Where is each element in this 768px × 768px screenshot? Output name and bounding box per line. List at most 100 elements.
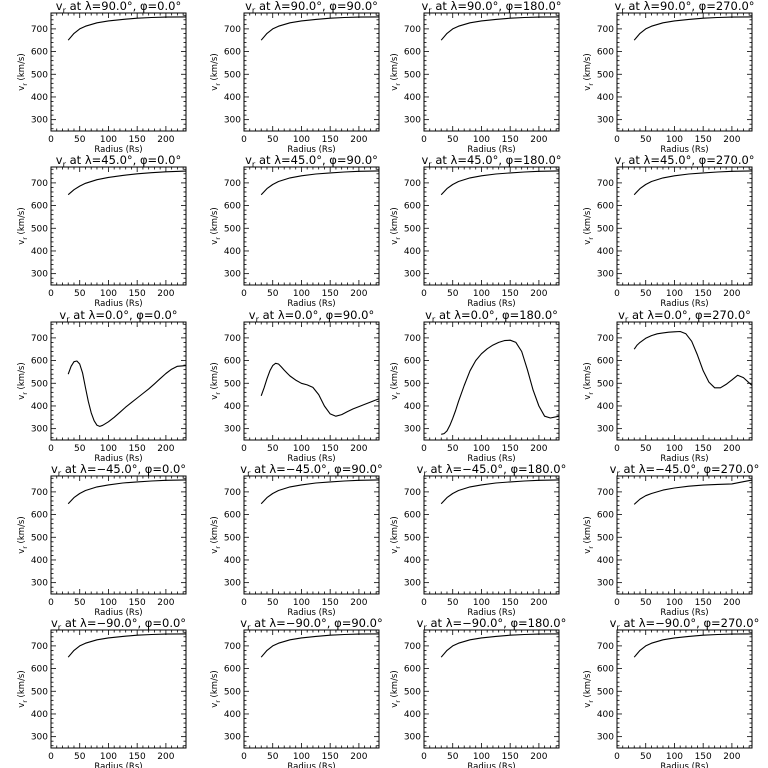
chart-panel: vr at λ=−45.0°, φ=90.0° 0 50 100 150 200 300 40… [210, 462, 383, 618]
y-tick-label: 500 [597, 533, 614, 543]
x-tick-label: 0 [241, 444, 247, 454]
y-tick-label: 500 [224, 687, 241, 697]
x-tick-label: 50 [74, 444, 86, 454]
y-tick-label: 700 [224, 25, 241, 35]
plot-frame [423, 12, 560, 132]
x-tick-label: 100 [293, 135, 310, 145]
y-tick-label: 500 [31, 70, 48, 80]
y-tick-label: 400 [31, 247, 48, 257]
y-tick-label: 600 [31, 511, 48, 521]
x-tick-label: 50 [267, 135, 279, 145]
x-tick-label: 50 [640, 598, 652, 608]
y-tick-label: 500 [404, 224, 421, 234]
x-tick-label: 100 [666, 289, 683, 299]
chart-panel: vr at λ=−90.0°, φ=0.0° 0 50 100 150 200 300 400… [17, 616, 187, 768]
y-tick-label: 600 [404, 357, 421, 367]
series-line [633, 170, 753, 196]
series-line [633, 330, 753, 389]
y-tick-label: 700 [404, 488, 421, 498]
y-tick-label: 600 [404, 665, 421, 675]
x-tick-label: 200 [350, 752, 367, 762]
y-tick-label: 700 [404, 179, 421, 189]
x-axis-label: Radius (Rs) [287, 454, 335, 464]
x-axis-label: Radius (Rs) [287, 145, 335, 155]
x-tick-label: 0 [241, 752, 247, 762]
y-tick-label: 600 [224, 511, 241, 521]
x-tick-label: 200 [157, 289, 174, 299]
plot-frame [243, 321, 380, 441]
x-tick-label: 100 [100, 598, 117, 608]
y-tick-label: 500 [224, 70, 241, 80]
y-tick-label: 700 [404, 642, 421, 652]
x-tick-label: 150 [695, 752, 712, 762]
y-axis-label: vr (km/s) [210, 362, 222, 399]
y-axis-label: vr (km/s) [17, 53, 29, 90]
x-axis-label: Radius (Rs) [94, 608, 142, 618]
y-tick-label: 400 [404, 247, 421, 257]
y-tick-label: 700 [597, 488, 614, 498]
y-tick-label: 500 [31, 533, 48, 543]
x-tick-label: 0 [421, 135, 427, 145]
series-line [67, 633, 187, 658]
x-tick-label: 50 [640, 752, 652, 762]
x-tick-label: 50 [640, 135, 652, 145]
x-tick-label: 0 [48, 752, 54, 762]
y-tick-label: 700 [224, 179, 241, 189]
x-tick-label: 100 [473, 444, 490, 454]
series-line [260, 633, 380, 658]
x-tick-label: 100 [100, 289, 117, 299]
plot-frame [243, 475, 380, 595]
x-tick-label: 100 [666, 135, 683, 145]
y-tick-label: 700 [224, 642, 241, 652]
x-tick-label: 0 [614, 444, 620, 454]
x-axis-label: Radius (Rs) [287, 299, 335, 309]
chart-panel: vr at λ=90.0°, φ=180.0° 0 50 100 150 200 300 40… [390, 0, 562, 155]
y-tick-label: 600 [31, 665, 48, 675]
plot-frame [423, 166, 560, 286]
x-tick-label: 0 [614, 135, 620, 145]
x-tick-label: 0 [48, 598, 54, 608]
x-tick-label: 100 [100, 135, 117, 145]
x-tick-label: 200 [157, 598, 174, 608]
series-line [260, 362, 380, 417]
y-tick-label: 700 [31, 488, 48, 498]
x-tick-label: 200 [350, 598, 367, 608]
chart-panel: vr at λ=−45.0°, φ=180.0° 0 50 100 150 200 300 4… [390, 462, 566, 618]
x-axis-label: Radius (Rs) [94, 299, 142, 309]
x-tick-label: 200 [530, 598, 547, 608]
chart-panel: vr at λ=0.0°, φ=270.0° 0 50 100 150 200 300 400… [583, 308, 753, 464]
x-tick-label: 200 [723, 752, 740, 762]
y-tick-label: 500 [597, 224, 614, 234]
x-tick-label: 50 [267, 444, 279, 454]
y-tick-label: 300 [224, 733, 241, 743]
x-tick-label: 100 [293, 289, 310, 299]
x-tick-label: 0 [421, 289, 427, 299]
x-tick-label: 100 [473, 135, 490, 145]
y-axis-label: vr (km/s) [390, 362, 402, 399]
x-tick-label: 0 [614, 752, 620, 762]
y-tick-label: 300 [31, 425, 48, 435]
y-tick-label: 500 [31, 379, 48, 389]
y-tick-label: 300 [224, 116, 241, 126]
y-axis-label: vr (km/s) [390, 207, 402, 244]
x-tick-label: 150 [129, 444, 146, 454]
y-tick-label: 300 [597, 425, 614, 435]
x-tick-label: 150 [695, 444, 712, 454]
x-tick-label: 150 [322, 289, 339, 299]
y-tick-label: 500 [224, 379, 241, 389]
x-axis-label: Radius (Rs) [660, 454, 708, 464]
x-tick-label: 0 [421, 444, 427, 454]
x-tick-label: 150 [129, 135, 146, 145]
y-tick-label: 700 [31, 25, 48, 35]
plot-frame [50, 12, 187, 132]
y-tick-label: 600 [597, 357, 614, 367]
chart-title: vr at λ=−45.0°, φ=180.0° [417, 462, 567, 478]
chart-panel: vr at λ=0.0°, φ=90.0° 0 50 100 150 200 300 400 5… [210, 308, 380, 464]
y-axis-label: vr (km/s) [210, 516, 222, 553]
x-tick-label: 150 [129, 598, 146, 608]
x-tick-label: 50 [267, 752, 279, 762]
y-tick-label: 400 [31, 402, 48, 412]
x-axis-label: Radius (Rs) [94, 145, 142, 155]
x-tick-label: 150 [502, 135, 519, 145]
chart-title: vr at λ=−45.0°, φ=90.0° [240, 462, 382, 478]
